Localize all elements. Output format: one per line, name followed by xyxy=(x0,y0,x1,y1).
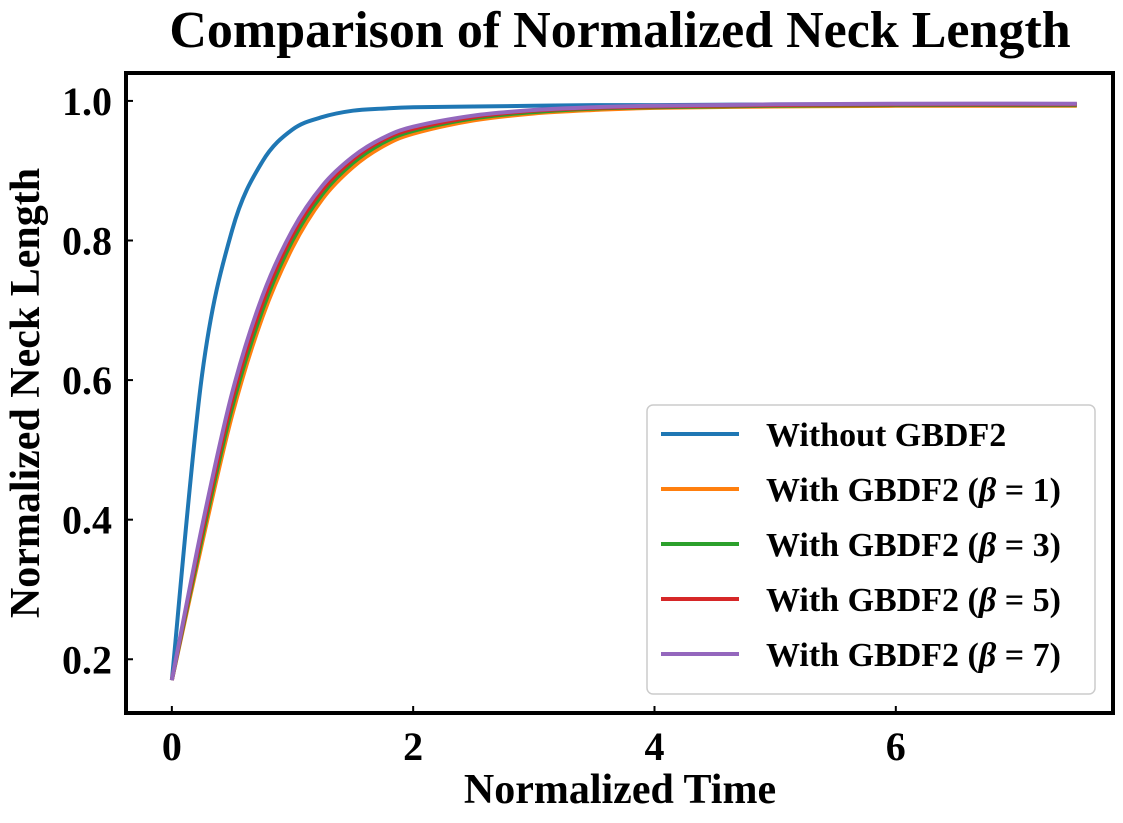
plot-area xyxy=(169,101,1077,681)
series-line-4 xyxy=(169,101,1077,681)
x-tick-label: 6 xyxy=(886,724,906,769)
legend-label-2: With GBDF2 (β = 3) xyxy=(766,527,1061,564)
legend-label-1: With GBDF2 (β = 1) xyxy=(766,472,1061,509)
x-tick-label: 2 xyxy=(403,724,423,769)
legend-label-3: With GBDF2 (β = 5) xyxy=(766,582,1061,619)
y-tick-label: 0.8 xyxy=(62,219,112,264)
plot-frame xyxy=(124,71,1115,715)
chart-title: Comparison of Normalized Neck Length xyxy=(169,2,1070,59)
legend: Without GBDF2 With GBDF2 (β = 1) With GBDF… xyxy=(646,404,1096,695)
y-axis: 0.2 0.4 0.6 0.8 1.0 xyxy=(62,79,133,682)
y-tick-label: 0.6 xyxy=(62,358,112,403)
y-tick-label: 0.2 xyxy=(62,637,112,682)
y-axis-label: Normalized Neck Length xyxy=(3,168,49,618)
x-tick-label: 4 xyxy=(644,724,664,769)
y-tick-label: 0.4 xyxy=(62,498,112,543)
legend-label-0: Without GBDF2 xyxy=(766,417,1006,454)
x-axis: 0 2 4 6 xyxy=(162,706,906,769)
y-tick-label: 1.0 xyxy=(62,79,112,124)
x-tick-label: 0 xyxy=(162,724,182,769)
legend-label-4: With GBDF2 (β = 7) xyxy=(766,637,1061,674)
legend-box xyxy=(646,404,1096,695)
x-axis-label: Normalized Time xyxy=(464,767,776,813)
